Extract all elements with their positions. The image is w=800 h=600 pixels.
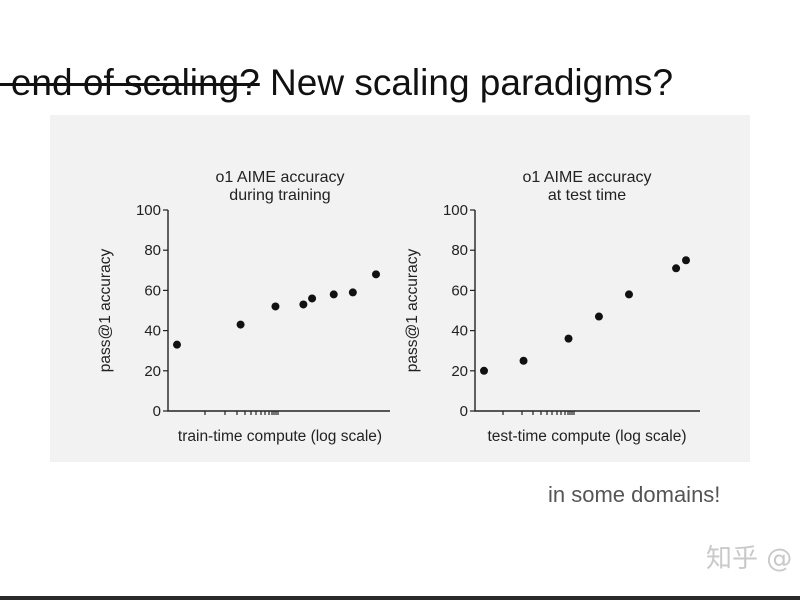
chart-title-line: during training: [229, 187, 330, 204]
y-axis-title: pass@1 accuracy: [97, 249, 114, 373]
y-tick-label: 80: [144, 242, 161, 259]
chart-axes: [474, 210, 700, 412]
y-tick-label: 20: [144, 363, 161, 380]
slide-title: e end of scaling? New scaling paradigms?: [0, 62, 673, 104]
chart-title-line: o1 AIME accuracy: [216, 169, 345, 186]
watermark: 知乎 @: [706, 538, 792, 575]
data-point: [624, 290, 633, 299]
data-point: [682, 256, 690, 265]
chart-title-line: at test time: [548, 187, 626, 204]
y-tick-label: 0: [153, 403, 161, 420]
y-tick-label: 80: [451, 242, 468, 259]
data-point: [329, 290, 338, 299]
data-point: [299, 300, 308, 309]
y-tick-label: 20: [451, 363, 468, 380]
bottom-bar: [0, 596, 800, 600]
y-tick-label: 0: [460, 403, 468, 420]
figure-panel: o1 AIME accuracy during training 0 20 40 60 80…: [50, 115, 750, 462]
chart-axes: [167, 210, 390, 412]
data-point: [348, 288, 357, 297]
y-axis-title: pass@1 accuracy: [404, 249, 421, 373]
y-tick-label: 40: [144, 323, 161, 340]
slide-title-struck: e end of scaling?: [0, 62, 260, 103]
y-tick-label: 100: [136, 202, 161, 219]
data-point: [308, 294, 317, 303]
data-point: [672, 264, 681, 273]
x-axis-title: test-time compute (log scale): [488, 428, 687, 445]
slide-title-rest: New scaling paradigms?: [259, 62, 674, 103]
y-tick-label: 40: [451, 323, 468, 340]
data-point: [480, 366, 488, 375]
chart-title-line: o1 AIME accuracy: [523, 169, 652, 186]
watermark-text: 知乎 @: [706, 544, 793, 574]
data-point: [236, 320, 245, 329]
y-tick-label: 60: [144, 282, 161, 299]
note-text: in some domains!: [548, 482, 721, 507]
data-point: [173, 340, 181, 349]
data-point: [519, 356, 528, 365]
y-tick-label: 100: [443, 202, 468, 219]
data-point: [594, 312, 603, 321]
data-point: [372, 270, 380, 279]
data-point: [564, 334, 573, 343]
x-axis-title: train-time compute (log scale): [178, 428, 382, 445]
y-tick-label: 60: [451, 282, 468, 299]
data-point: [271, 302, 280, 311]
